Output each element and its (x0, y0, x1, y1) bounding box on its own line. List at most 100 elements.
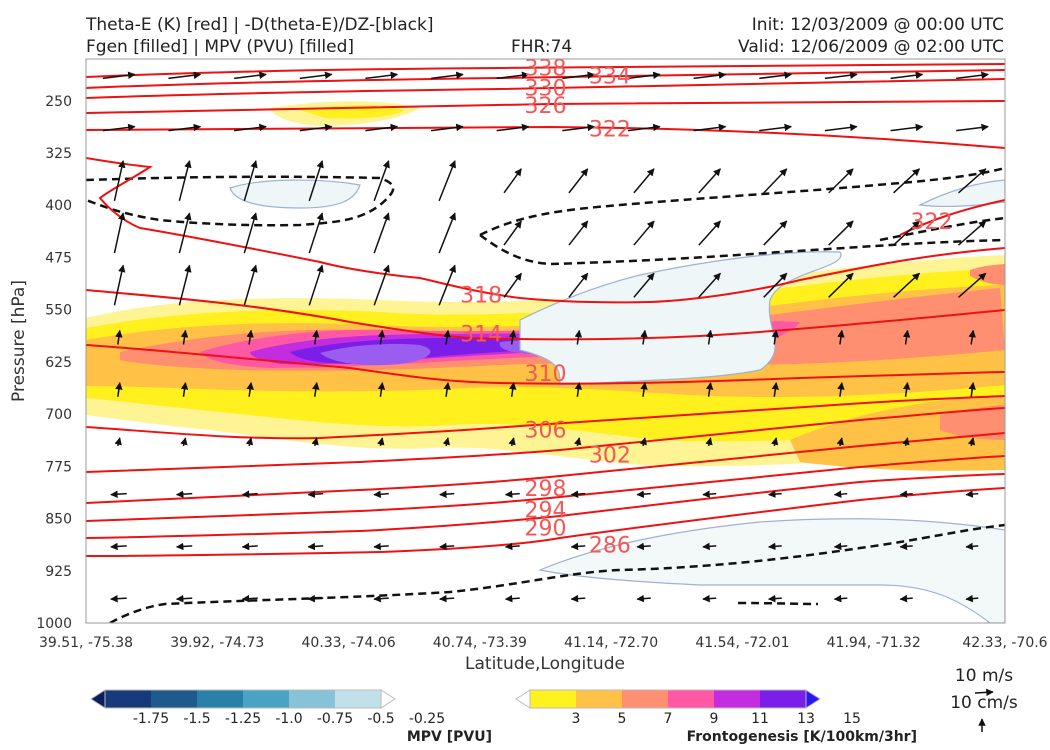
wind-vector (308, 160, 324, 202)
plot-frame (85, 58, 1006, 624)
wind-vector (442, 437, 451, 447)
mpv_colorbar-extend-right (380, 689, 396, 709)
wind-vector (837, 381, 845, 397)
wind-vector (965, 594, 979, 603)
theta-e-label: 310 (525, 362, 567, 387)
y-tick-label: 700 (45, 407, 72, 423)
wind-vector (180, 381, 189, 397)
wind-vector (246, 381, 254, 397)
theta-e-label: 330 (525, 77, 567, 102)
y-tick-label: 625 (45, 355, 72, 371)
wind-vector (902, 381, 911, 397)
wind-vector (828, 220, 854, 246)
wind-vector (768, 594, 782, 603)
mpv_colorbar-tick: -0.5 (367, 711, 394, 727)
mpv_colorbar-swatch (197, 690, 243, 708)
wind-vector (373, 542, 389, 551)
wind-vector (893, 272, 921, 298)
wind-vector (175, 594, 193, 603)
wind-vector (702, 490, 717, 498)
wind-vector (373, 212, 390, 254)
wind-vector (968, 381, 976, 397)
fgen_colorbar-extend-right (805, 689, 821, 709)
wind-vector (759, 71, 792, 80)
fgen_colorbar-swatch (622, 690, 668, 708)
wind-vector (824, 71, 858, 80)
wind-vector (102, 123, 136, 132)
fgen-lower-core (940, 405, 1005, 440)
wind-vector (824, 123, 858, 132)
wind-vector (503, 272, 522, 298)
wind-vector (636, 542, 651, 551)
wind-vector (180, 329, 189, 345)
y-axis-label: Pressure [hPa] (9, 280, 29, 402)
fgen_colorbar-tick: 11 (751, 711, 769, 727)
wind-vector (627, 71, 661, 80)
x-tick-label: 40.33, -74.06 (302, 635, 396, 651)
mpv_colorbar-tick: -1.5 (183, 711, 210, 727)
fgen_colorbar-swatch (668, 690, 714, 708)
fgen-colorbar: 3 5 7 9 11 13 15 (515, 689, 861, 727)
wind-vector (102, 71, 136, 80)
wind-vector (377, 381, 386, 397)
wind-vector (570, 490, 586, 498)
fgen-core-west (320, 343, 431, 366)
wind-vector (759, 123, 792, 132)
wind-vector (438, 212, 456, 254)
chart-title-line1: Theta-E (K) [red] | -D(theta-E)/DZ-[blac… (86, 15, 434, 35)
y-tick-label: 550 (45, 303, 72, 319)
theta-e-label: 318 (460, 283, 502, 308)
wind-vector (377, 437, 385, 447)
stability-contour-upper-left (86, 175, 395, 227)
theta-e-326 (86, 100, 1005, 114)
wind-vector (299, 71, 333, 80)
wind-vector (702, 542, 717, 551)
wind-vector (633, 168, 655, 194)
wind-vector (574, 381, 583, 397)
theta-e-label: 322 (910, 210, 952, 235)
wind-vector (243, 160, 258, 202)
theta-e-label: 290 (525, 517, 567, 542)
wind-vector (833, 594, 848, 603)
mpv-region-upper-left (229, 179, 361, 209)
wind-vector (509, 381, 517, 397)
wind-vector (508, 437, 516, 447)
wind-vector (438, 160, 456, 202)
wind-vector (568, 168, 589, 194)
wind-vector (965, 490, 979, 498)
wind-vector (640, 329, 648, 345)
wind-vector (899, 490, 913, 498)
wind-vector (496, 123, 530, 132)
wind-vector (967, 437, 976, 447)
mpv-region-upper-right (917, 179, 1005, 208)
wind-vector (439, 542, 455, 551)
wind-vector (312, 329, 320, 345)
wind-vector (504, 542, 520, 551)
wind-vector (636, 490, 651, 498)
wind-vector (633, 220, 655, 246)
wind-vector (439, 490, 455, 498)
stability-contour-mid (479, 233, 1005, 266)
wind-vector (115, 381, 123, 397)
wind-vector (771, 381, 780, 397)
theta-e-322 (86, 125, 1005, 149)
wind-vector (698, 220, 721, 246)
stability-contours (86, 166, 1005, 623)
wind-vector (365, 123, 399, 132)
x-tick-label: 40.74, -73.39 (433, 635, 527, 651)
wind-vector (110, 542, 127, 551)
theta-e-label: 338 (525, 56, 567, 81)
wind-vector (768, 542, 782, 551)
wind-vector (570, 594, 586, 603)
init-time: Init: 12/03/2009 @ 00:00 UTC (751, 15, 1004, 35)
x-tick-label: 41.54, -72.01 (695, 635, 789, 651)
wind-vector (175, 490, 193, 498)
wind-vector (956, 71, 989, 80)
stability-contour-right (879, 216, 1005, 242)
theta-e-318 (86, 157, 1005, 304)
wind-vector (763, 168, 788, 194)
wind-vector (307, 594, 324, 603)
wind-vector (509, 329, 517, 345)
wind-vector (771, 329, 780, 345)
wind-vector (956, 123, 989, 132)
